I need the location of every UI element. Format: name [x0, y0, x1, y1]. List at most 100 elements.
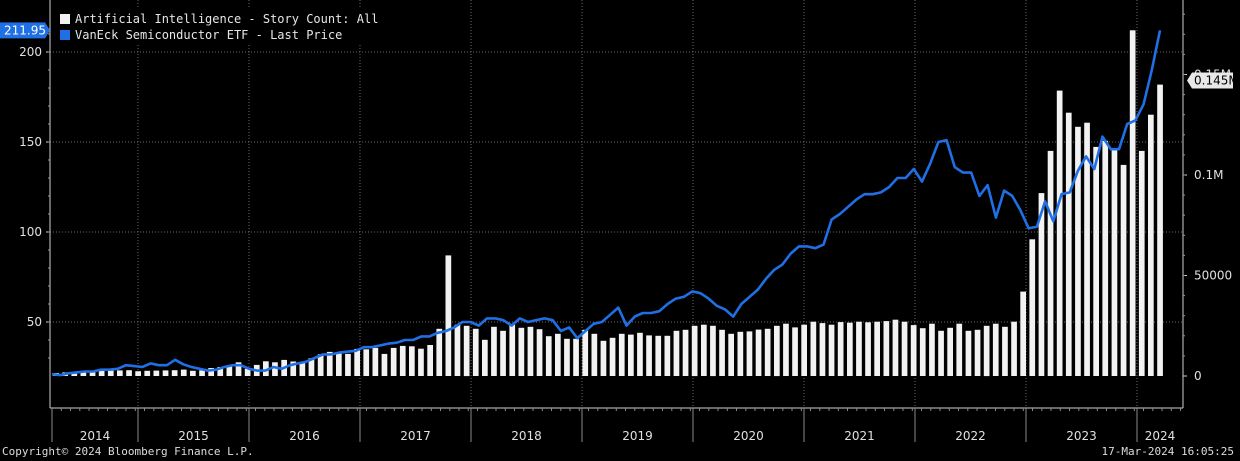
story-count-bar — [1093, 146, 1099, 376]
story-count-bar — [436, 328, 443, 376]
legend-label-story-count: Artificial Intelligence - Story Count: A… — [75, 12, 379, 26]
story-count-bar — [646, 335, 652, 376]
story-count-bar — [80, 371, 87, 376]
story-count-bar — [1011, 321, 1017, 376]
story-count-bar — [956, 323, 963, 376]
story-count-bar — [162, 370, 169, 376]
legend-swatch-story-count — [60, 14, 70, 24]
story-count-bar — [783, 323, 789, 376]
story-count-bar — [637, 332, 643, 376]
story-count-bar — [682, 329, 689, 376]
story-count-bar — [1020, 291, 1026, 376]
story-count-bar — [910, 325, 917, 376]
story-count-bar — [1075, 126, 1081, 376]
x-tick-label: 2015 — [178, 429, 209, 443]
story-count-bar — [308, 358, 315, 376]
story-count-bar — [810, 321, 817, 376]
etf-last-value-pointer — [45, 22, 50, 39]
story-count-bar — [847, 322, 853, 376]
story-count-bar — [1002, 326, 1008, 376]
x-tick-label: 2021 — [844, 429, 875, 443]
story-count-last-value-flag — [1187, 72, 1233, 89]
story-count-bar — [454, 324, 461, 376]
story-count-bar — [1111, 148, 1118, 376]
x-tick-label: 2017 — [400, 429, 431, 443]
story-count-bar — [828, 324, 835, 376]
story-count-bar — [263, 361, 269, 376]
story-count-bar — [1120, 164, 1127, 376]
story-count-bar — [774, 325, 780, 377]
right-tick-label: 0.1M — [1194, 168, 1223, 182]
story-count-bar — [500, 330, 506, 376]
semiconductor-etf-line — [51, 30, 1162, 377]
story-count-bar — [701, 324, 707, 376]
story-count-bar — [390, 347, 397, 376]
copyright-text: Copyright© 2024 Bloomberg Finance L.P. — [2, 445, 254, 458]
story-count-bar — [1084, 122, 1090, 376]
x-tick-label: 2019 — [622, 429, 653, 443]
story-count-bar — [180, 369, 187, 376]
left-tick-label: 50 — [27, 315, 42, 329]
story-count-bar — [226, 366, 233, 376]
story-count-bar — [892, 319, 899, 376]
story-count-bar — [764, 328, 771, 376]
story-count-bar — [171, 370, 178, 376]
story-count-bar — [290, 361, 297, 376]
story-count-bar — [135, 371, 141, 376]
story-count-bar — [491, 326, 497, 376]
x-tick-label: 2020 — [733, 429, 764, 443]
story-count-bar — [463, 325, 470, 377]
story-count-bar — [1138, 150, 1145, 376]
story-count-bar — [71, 372, 78, 376]
story-count-bar — [518, 327, 525, 376]
story-count-bar — [126, 370, 132, 376]
story-count-bar — [272, 362, 278, 376]
story-count-bar — [582, 329, 589, 376]
story-count-bar — [929, 323, 935, 376]
story-count-bar — [208, 368, 214, 376]
etf-last-value-flag — [0, 22, 45, 39]
x-tick-label: 2014 — [80, 429, 111, 443]
story-count-bar — [1065, 112, 1072, 376]
story-count-bar — [98, 370, 105, 376]
x-tick-label: 2023 — [1066, 429, 1097, 443]
story-count-bar — [1148, 114, 1154, 376]
story-count-bar — [992, 323, 999, 376]
story-count-bar — [482, 339, 488, 376]
timestamp-text: 17-Mar-2024 16:05:25 — [1101, 445, 1234, 458]
x-tick-label: 2022 — [955, 429, 986, 443]
story-count-bar — [472, 328, 479, 376]
story-count-bar — [837, 322, 844, 376]
story-count-bar — [527, 326, 534, 376]
story-count-bar — [901, 321, 908, 376]
story-count-bar — [573, 338, 579, 376]
story-count-bar — [974, 329, 981, 376]
story-count-bar — [691, 325, 698, 377]
story-count-bar — [865, 322, 871, 376]
story-count-bar — [399, 345, 406, 376]
story-count-bar — [336, 352, 342, 376]
story-count-bar — [1129, 30, 1136, 377]
story-count-bar — [354, 348, 360, 376]
story-count-bar — [801, 324, 807, 376]
legend: Artificial Intelligence - Story Count: A… — [56, 9, 385, 45]
story-count-bar — [1047, 150, 1054, 376]
story-count-bar — [89, 371, 96, 376]
story-count-bar — [445, 255, 452, 376]
story-count-bar — [719, 329, 725, 376]
story-count-bar — [792, 327, 798, 376]
x-tick-label: 2018 — [511, 429, 542, 443]
story-count-bar — [299, 362, 306, 376]
story-count-bar — [947, 327, 953, 376]
story-count-bar — [536, 329, 543, 376]
story-count-bar — [874, 321, 880, 376]
story-count-bar — [938, 330, 944, 376]
story-count-bar — [965, 330, 972, 376]
story-count-bar — [628, 334, 634, 376]
story-count-bar — [363, 349, 370, 376]
story-count-bar — [199, 370, 205, 376]
story-count-bar — [883, 321, 890, 376]
story-count-bar — [618, 333, 625, 376]
story-count-bar — [755, 329, 762, 376]
value-labels: 211.95 0.145M — [0, 22, 1239, 89]
